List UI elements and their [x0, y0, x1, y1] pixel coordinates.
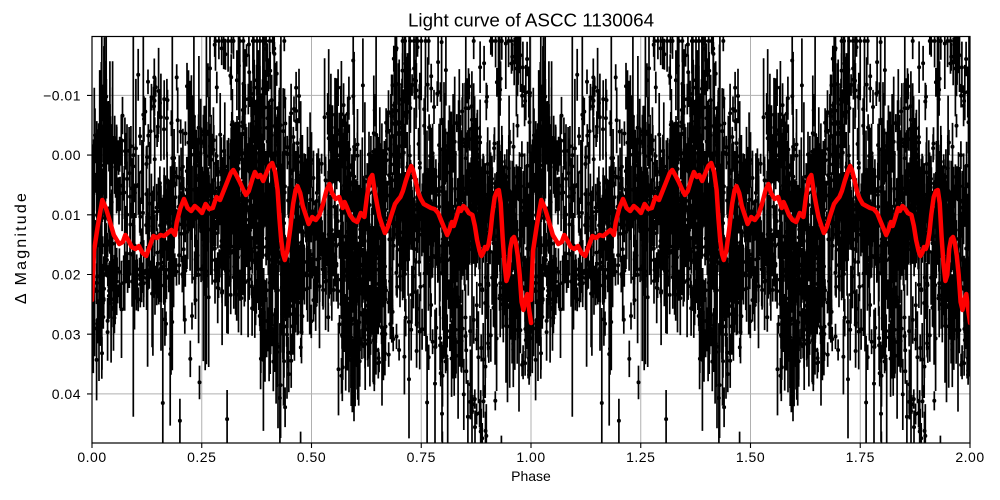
svg-text:Light curve of ASCC 1130064: Light curve of ASCC 1130064	[408, 10, 654, 31]
svg-text:0.04: 0.04	[52, 386, 81, 402]
svg-text:0.03: 0.03	[52, 326, 81, 342]
svg-text:0.00: 0.00	[52, 147, 81, 163]
svg-text:1.75: 1.75	[846, 449, 875, 465]
svg-text:1.25: 1.25	[626, 449, 655, 465]
svg-text:Δ Magnitude: Δ Magnitude	[13, 191, 30, 304]
svg-text:Phase: Phase	[511, 468, 551, 484]
svg-text:−0.01: −0.01	[43, 88, 81, 104]
svg-text:0.25: 0.25	[187, 449, 216, 465]
svg-text:0.02: 0.02	[52, 267, 81, 283]
svg-text:2.00: 2.00	[955, 449, 984, 465]
svg-text:0.50: 0.50	[297, 449, 326, 465]
svg-text:1.50: 1.50	[736, 449, 765, 465]
svg-text:0.01: 0.01	[52, 207, 81, 223]
svg-text:0.00: 0.00	[77, 449, 106, 465]
svg-text:0.75: 0.75	[407, 449, 436, 465]
svg-text:1.00: 1.00	[516, 449, 545, 465]
